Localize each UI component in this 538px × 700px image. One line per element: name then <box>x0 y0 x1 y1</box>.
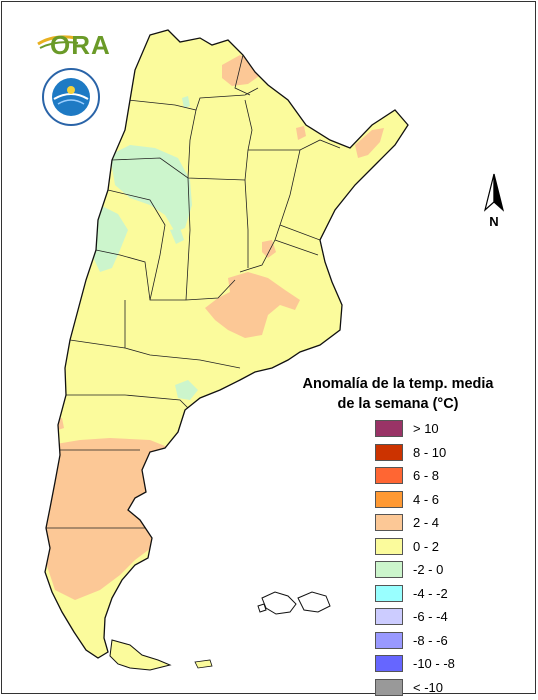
legend-swatch <box>375 584 403 602</box>
north-label: N <box>489 214 499 229</box>
ora-swoosh-icon <box>37 35 79 49</box>
legend-title-line2: de la semana (°C) <box>337 396 459 412</box>
legend-label: -6 - -4 <box>413 609 448 624</box>
legend-swatch <box>375 678 403 696</box>
legend-label: -8 - -6 <box>413 632 448 648</box>
malvinas-islands <box>257 591 331 615</box>
legend-swatch <box>375 514 403 531</box>
province-boundaries <box>46 54 341 529</box>
zone-cool-cuyo-spot <box>170 228 184 244</box>
zone-cool-north-spot <box>182 96 190 108</box>
zone-warm-patagonia <box>45 438 175 600</box>
legend-title: Anomalía de la temp. media de la semana … <box>284 374 512 414</box>
tierra-del-fuego <box>109 639 172 671</box>
legend-swatch <box>375 608 403 625</box>
ora-logo-text: ORA <box>50 30 111 60</box>
zone-warm-northeast <box>355 128 384 158</box>
legend-label: > 10 <box>413 421 439 436</box>
legend-swatch <box>375 655 403 672</box>
zone-cool-andes <box>110 145 192 232</box>
zone-cool-pampa-spot <box>175 380 198 400</box>
legend-label: 4 - 6 <box>413 491 440 507</box>
legend-swatch <box>375 561 403 578</box>
zone-warm-chaco-spot <box>296 126 306 140</box>
legend-label: 8 - 10 <box>413 444 447 460</box>
legend-label: 2 - 4 <box>413 515 440 530</box>
ora-logo: ORA <box>36 30 110 64</box>
north-arrow-icon <box>483 173 505 212</box>
zone-warm-pampas <box>205 272 300 338</box>
legend-swatch <box>375 467 403 484</box>
legend-label: -4 - -2 <box>413 585 448 601</box>
legend-label: 6 - 8 <box>413 468 440 483</box>
legend-label: -2 - 0 <box>413 562 444 577</box>
legend-swatch <box>375 537 403 555</box>
legend-label: 0 - 2 <box>413 538 440 554</box>
legend-label: -10 - -8 <box>413 656 455 671</box>
legend-swatch <box>375 420 403 437</box>
legend-swatch <box>375 631 403 649</box>
legend-title-line1: Anomalía de la temp. media <box>302 376 494 392</box>
smn-seal-icon <box>42 68 100 126</box>
legend-swatch <box>375 443 403 461</box>
north-arrow: N <box>482 172 506 232</box>
legend-swatch <box>375 490 403 508</box>
legend-label: < -10 <box>413 679 443 695</box>
smn-seal <box>42 68 100 126</box>
tierra-del-fuego-islet <box>194 659 213 669</box>
